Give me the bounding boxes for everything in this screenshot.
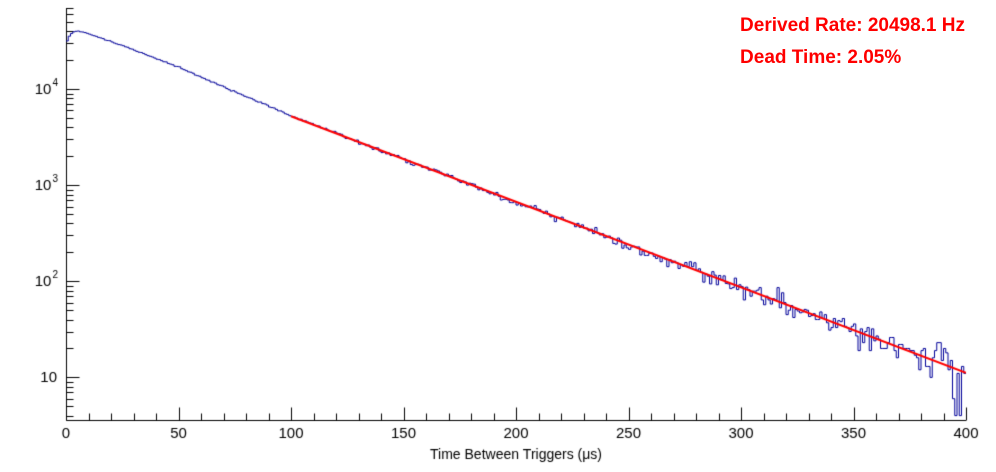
stats-box: Derived Rate: 20498.1 Hz Dead Time: 2.05… (740, 10, 965, 74)
annotation-dead-time: Dead Time: 2.05% (740, 47, 902, 68)
annotation-derived-rate: Derived Rate: 20498.1 Hz (740, 15, 965, 36)
